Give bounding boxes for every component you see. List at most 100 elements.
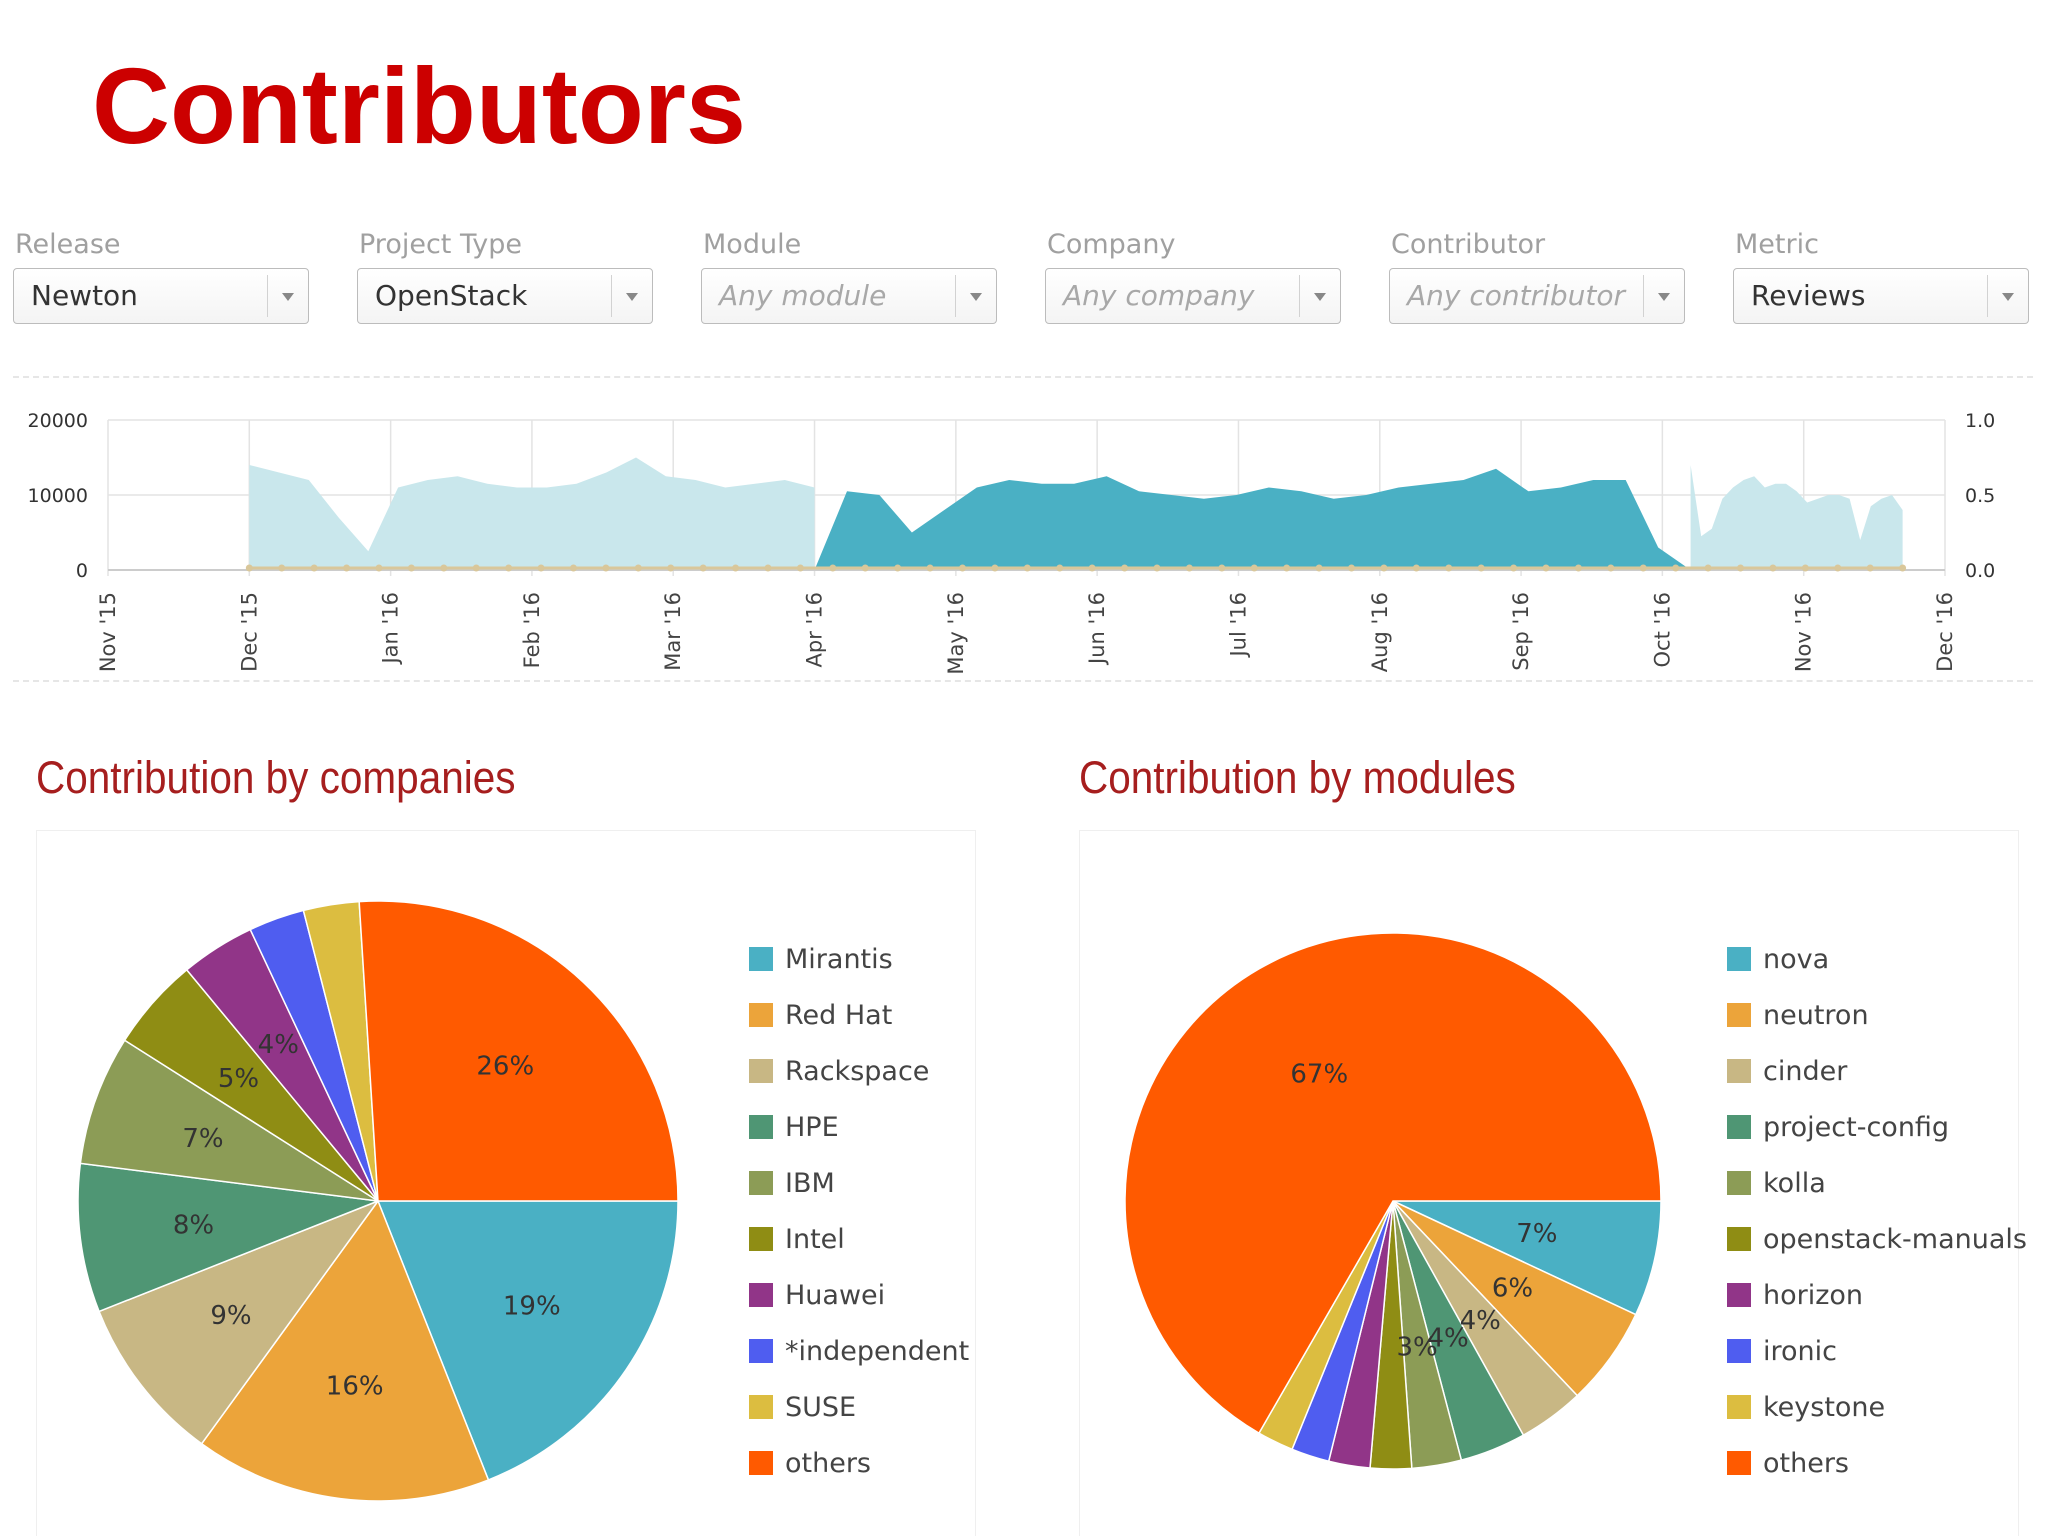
x-tick-label: Feb '16 xyxy=(520,592,544,668)
pie-data-label: 9% xyxy=(210,1301,251,1331)
pie-slice[interactable] xyxy=(376,1200,679,1481)
legend-item[interactable]: neutron xyxy=(1727,987,2027,1043)
legend-label: horizon xyxy=(1763,1279,1864,1311)
contributor-select[interactable]: Any contributor xyxy=(1389,268,1685,324)
legend-label: ironic xyxy=(1763,1335,1837,1367)
release-select[interactable]: Newton xyxy=(13,268,309,324)
zero-series-point xyxy=(1542,564,1550,572)
y2-tick-label: 0.5 xyxy=(1965,485,1995,507)
zero-series-point xyxy=(1412,564,1420,572)
legend-swatch-icon xyxy=(1727,1171,1751,1195)
pie-slice[interactable] xyxy=(79,1039,379,1202)
x-tick-label: Jul '16 xyxy=(1226,592,1250,659)
chevron-down-icon[interactable] xyxy=(1299,275,1340,317)
legend-item[interactable]: others xyxy=(749,1435,969,1491)
zero-series-point xyxy=(1834,564,1842,572)
zero-series-point xyxy=(894,564,902,572)
chevron-down-icon[interactable] xyxy=(1643,275,1684,317)
legend-item[interactable]: nova xyxy=(1727,931,2027,987)
x-tick-label: May '16 xyxy=(944,592,968,675)
zero-series-point xyxy=(1348,564,1356,572)
zero-series-point xyxy=(1704,564,1712,572)
legend-item[interactable]: Red Hat xyxy=(749,987,969,1043)
legend-item[interactable]: kolla xyxy=(1727,1155,2027,1211)
legend-swatch-icon xyxy=(1727,1115,1751,1139)
zero-series-point xyxy=(245,564,253,572)
legend-label: keystone xyxy=(1763,1391,1886,1423)
project-type-filter: Project Type OpenStack xyxy=(357,228,653,324)
legend-item[interactable]: others xyxy=(1727,1435,2027,1491)
zero-series-point xyxy=(1574,564,1582,572)
zero-series-point xyxy=(407,564,415,572)
legend-item[interactable]: Rackspace xyxy=(749,1043,969,1099)
legend-item[interactable]: SUSE xyxy=(749,1379,969,1435)
contributor-placeholder: Any contributor xyxy=(1407,279,1626,312)
legend-label: kolla xyxy=(1763,1167,1826,1199)
pie-data-label: 19% xyxy=(503,1292,561,1322)
module-select[interactable]: Any module xyxy=(701,268,997,324)
zero-series-point xyxy=(991,564,999,572)
zero-series-point xyxy=(958,564,966,572)
legend-label: Mirantis xyxy=(785,943,893,975)
companies-section-title: Contribution by companies xyxy=(36,752,516,803)
pie-slice[interactable] xyxy=(1124,932,1662,1435)
company-select[interactable]: Any company xyxy=(1045,268,1341,324)
module-placeholder: Any module xyxy=(719,279,887,312)
legend-item[interactable]: keystone xyxy=(1727,1379,2027,1435)
legend-item[interactable]: project-config xyxy=(1727,1099,2027,1155)
chevron-down-icon[interactable] xyxy=(611,275,652,317)
timeline-areas xyxy=(249,457,1903,570)
chevron-down-icon[interactable] xyxy=(1987,275,2028,317)
pie-slice[interactable] xyxy=(358,900,679,1202)
pie-slice[interactable] xyxy=(200,1199,490,1502)
legend-swatch-icon xyxy=(1727,1395,1751,1419)
divider xyxy=(13,680,2033,682)
release-label: Release xyxy=(15,229,121,260)
legend-label: project-config xyxy=(1763,1111,1950,1143)
y-tick-label: 10000 xyxy=(28,485,88,507)
pie-data-label: 4% xyxy=(1427,1324,1468,1354)
legend-label: neutron xyxy=(1763,999,1869,1031)
company-placeholder: Any company xyxy=(1063,279,1255,312)
pie-data-label: 67% xyxy=(1290,1059,1348,1089)
legend-item[interactable]: cinder xyxy=(1727,1043,2027,1099)
zero-series-point xyxy=(1315,564,1323,572)
metric-value: Reviews xyxy=(1751,279,1866,312)
pie-slice[interactable] xyxy=(77,1162,379,1313)
legend-label: Rackspace xyxy=(785,1055,930,1087)
divider xyxy=(13,376,2033,378)
legend-item[interactable]: ironic xyxy=(1727,1323,2027,1379)
legend-item[interactable]: Mirantis xyxy=(749,931,969,987)
legend-label: Red Hat xyxy=(785,999,893,1031)
legend-item[interactable]: horizon xyxy=(1727,1267,2027,1323)
legend-item[interactable]: Huawei xyxy=(749,1267,969,1323)
zero-series-point xyxy=(732,564,740,572)
zero-series-point xyxy=(1899,564,1907,572)
legend-item[interactable]: IBM xyxy=(749,1155,969,1211)
pie-slice[interactable] xyxy=(98,1199,381,1445)
chevron-down-icon[interactable] xyxy=(267,275,308,317)
legend-swatch-icon xyxy=(1727,1059,1751,1083)
legend-label: Huawei xyxy=(785,1279,886,1311)
legend-item[interactable]: *independent xyxy=(749,1323,969,1379)
legend-item[interactable]: HPE xyxy=(749,1099,969,1155)
timeline-labels: 0 0.0 10000 0.5 20000 1.0 Nov '15 Dec '15 Jan '1… xyxy=(28,410,1996,675)
metric-select[interactable]: Reviews xyxy=(1733,268,2029,324)
filter-bar: Release Newton Project Type OpenStack Mo… xyxy=(13,228,2033,338)
legend-item[interactable]: Intel xyxy=(749,1211,969,1267)
x-tick-label: Mar '16 xyxy=(661,592,685,671)
legend-label: others xyxy=(1763,1447,1849,1479)
zero-series-point xyxy=(343,564,351,572)
pie-slice[interactable] xyxy=(1392,1200,1662,1316)
x-tick-label: Dec '16 xyxy=(1933,592,1957,672)
zero-series-point xyxy=(1023,564,1031,572)
project-type-select[interactable]: OpenStack xyxy=(357,268,653,324)
chevron-down-icon[interactable] xyxy=(955,275,996,317)
legend-item[interactable]: openstack-manuals xyxy=(1727,1211,2027,1267)
modules-section-title: Contribution by modules xyxy=(1079,752,1516,803)
legend-label: SUSE xyxy=(785,1391,857,1423)
zero-series-point xyxy=(667,564,675,572)
zero-series-point xyxy=(1607,564,1615,572)
metric-filter: Metric Reviews xyxy=(1733,228,2029,324)
project-type-value: OpenStack xyxy=(375,279,528,312)
